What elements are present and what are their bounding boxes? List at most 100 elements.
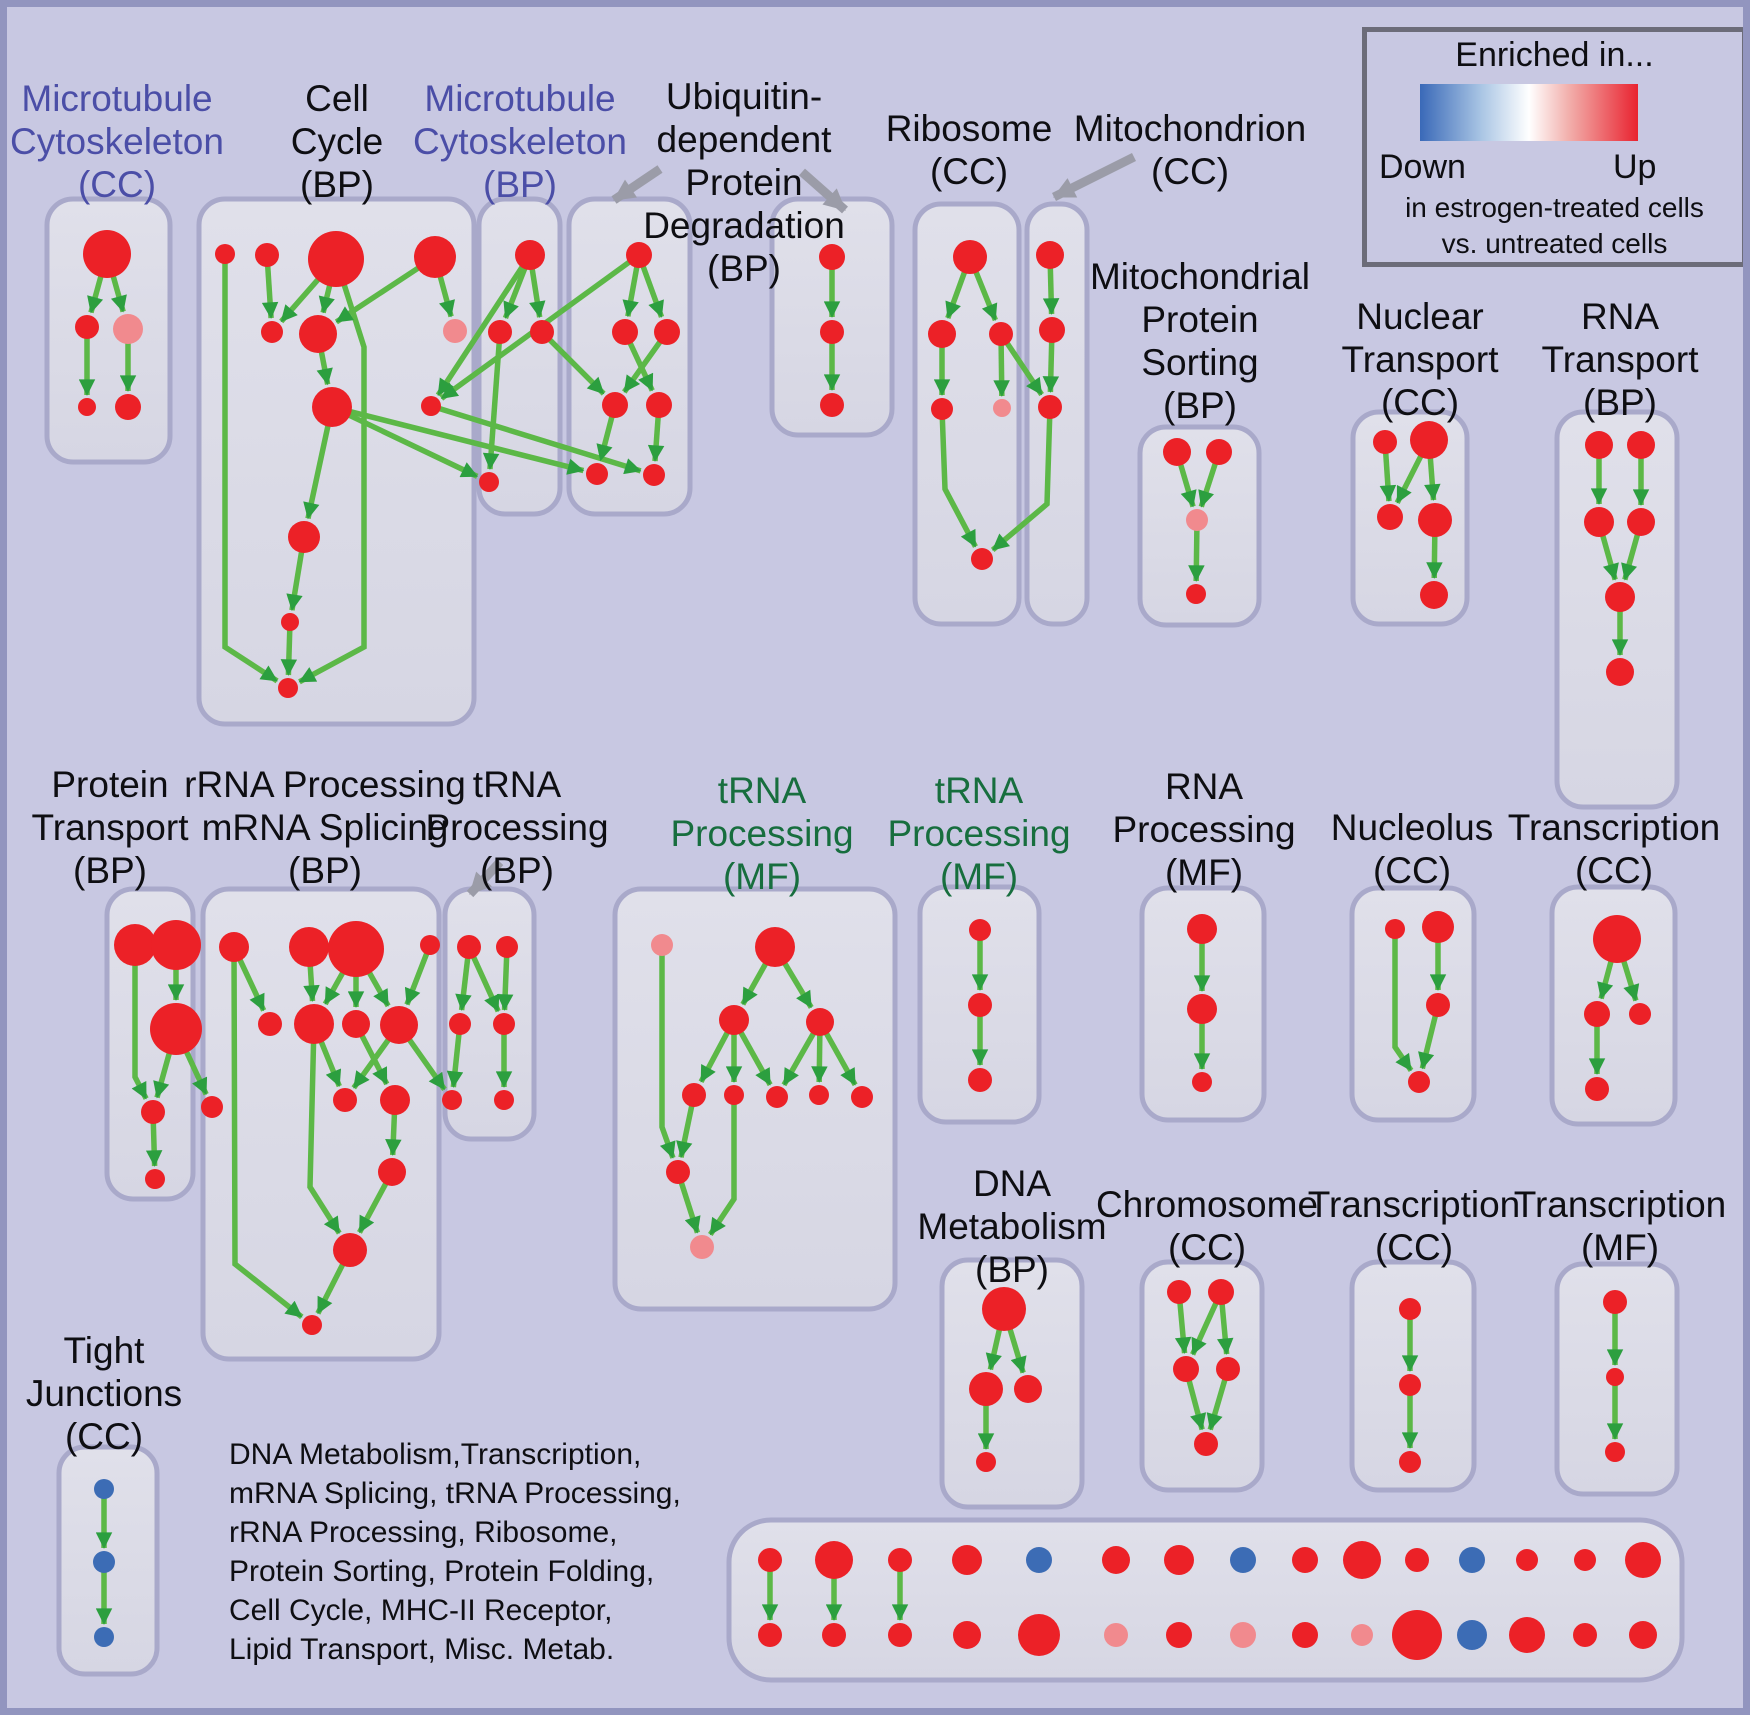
gene-node-nt2 xyxy=(1410,421,1448,459)
edge-s12-s13 xyxy=(315,1263,346,1315)
edge-t2-t4 xyxy=(496,956,514,1011)
edge-cc4-cc6 xyxy=(334,265,420,325)
gene-node-f3 xyxy=(1399,1451,1421,1473)
edge-e2-e3 xyxy=(1190,1301,1219,1356)
gene-node-cc1 xyxy=(215,244,235,264)
cluster-box-dna-metabolism xyxy=(939,1257,1085,1510)
gene-node-bb3 xyxy=(888,1623,912,1647)
gene-node-a5 xyxy=(115,394,141,420)
gene-node-bb6 xyxy=(1104,1623,1128,1647)
edge-g3-g5 xyxy=(698,1031,730,1084)
legend-down-label: Down xyxy=(1379,148,1466,186)
gene-node-cc8 xyxy=(288,521,320,553)
edge-s2-s6 xyxy=(303,965,320,1002)
legend-subtitle-1: in estrogen-treated cells xyxy=(1405,192,1704,223)
edge-ub1-ub2 xyxy=(622,266,640,318)
edge-e3-e5 xyxy=(1186,1379,1207,1431)
gene-node-s6 xyxy=(294,1004,334,1044)
gene-node-a2 xyxy=(75,315,99,339)
gene-node-v2 xyxy=(1187,994,1217,1024)
gene-node-g6 xyxy=(724,1085,744,1105)
gene-node-x2 xyxy=(1584,1001,1610,1027)
edge-p3-p4 xyxy=(1188,529,1205,582)
gene-node-bt6 xyxy=(1102,1546,1130,1574)
edge-cc7-mb4 xyxy=(347,412,479,479)
legend-up-label: Up xyxy=(1613,148,1657,186)
gene-node-t1 xyxy=(457,935,481,959)
gene-node-e1 xyxy=(1167,1280,1191,1304)
gene-node-pt1 xyxy=(114,924,156,966)
edge-mt1-mt2 xyxy=(1042,267,1060,315)
gene-node-w4 xyxy=(1408,1071,1430,1093)
gene-node-cc10 xyxy=(278,678,298,698)
edge-pt1-pt4 xyxy=(131,965,149,1100)
gene-node-mt1 xyxy=(1036,241,1064,269)
gene-node-g2 xyxy=(755,927,795,967)
gene-node-h1 xyxy=(969,919,991,941)
gene-node-h2 xyxy=(968,993,992,1017)
gene-node-p2 xyxy=(1206,439,1232,465)
edge-s3-s6 xyxy=(322,971,346,1006)
edge-s11-s12 xyxy=(357,1182,389,1234)
gene-node-nt1 xyxy=(1373,430,1397,454)
gene-node-pt2 xyxy=(151,920,201,970)
gene-node-w2 xyxy=(1422,911,1454,943)
gene-node-r6 xyxy=(971,548,993,570)
gene-node-bb4 xyxy=(953,1621,981,1649)
edge-mt3-r6 xyxy=(990,417,1053,553)
gene-node-ub6 xyxy=(586,463,608,485)
gene-node-bb14 xyxy=(1573,1623,1597,1647)
edge-g2-g3 xyxy=(740,962,769,1006)
edge-ub4-ub6 xyxy=(596,415,615,462)
edge-q4-q5 xyxy=(1621,533,1641,581)
gene-node-r4 xyxy=(931,398,953,420)
gene-node-s10 xyxy=(380,1085,410,1115)
gene-node-g4 xyxy=(806,1008,834,1036)
gene-node-q4 xyxy=(1627,508,1655,536)
gene-node-ub7 xyxy=(643,464,665,486)
gene-node-h3 xyxy=(968,1068,992,1092)
gene-node-j1 xyxy=(94,1479,114,1499)
gene-node-cc3 xyxy=(308,231,364,287)
gene-node-t3 xyxy=(449,1013,471,1035)
gene-node-t6 xyxy=(494,1090,514,1110)
edge-a1-a3 xyxy=(110,275,127,313)
gene-node-cc6 xyxy=(299,315,337,353)
edge-cc8-cc9 xyxy=(286,551,305,611)
edge-x1-x2 xyxy=(1597,960,1614,1000)
gene-node-f1 xyxy=(1399,1298,1421,1320)
gene-node-s9 xyxy=(333,1088,357,1112)
edge-cc9-cc10 xyxy=(280,629,298,676)
gene-node-d1 xyxy=(982,1287,1026,1331)
gene-node-ub3 xyxy=(654,319,680,345)
cluster-box-microtubule-bp xyxy=(476,196,563,517)
edge-cc3-cc5 xyxy=(279,277,321,324)
gene-node-bt4 xyxy=(952,1545,982,1575)
gene-node-p1 xyxy=(1163,438,1191,466)
gene-node-ub2 xyxy=(612,319,638,345)
edge-d1-d2 xyxy=(985,1328,1003,1371)
gene-node-uc3 xyxy=(820,393,844,417)
edge-t1-t4 xyxy=(471,955,501,1013)
edge-s1-s13 xyxy=(231,960,304,1320)
gene-node-cc12 xyxy=(421,396,441,416)
edge-mb2-mb4 xyxy=(482,342,502,470)
gene-node-g5 xyxy=(682,1083,706,1107)
edge-g5-g10 xyxy=(676,1105,695,1159)
gene-node-bt7 xyxy=(1164,1545,1194,1575)
gene-node-q6 xyxy=(1606,658,1634,686)
gene-node-k1 xyxy=(1603,1290,1627,1314)
gene-node-g8 xyxy=(809,1085,829,1105)
gene-node-mb2 xyxy=(488,320,512,344)
gene-node-pt5 xyxy=(145,1169,165,1189)
gene-node-g7 xyxy=(766,1086,788,1108)
gene-node-nt4 xyxy=(1418,503,1452,537)
gene-node-bb8 xyxy=(1230,1622,1256,1648)
gene-node-bt12 xyxy=(1459,1547,1485,1573)
edge-r3-mt3 xyxy=(1004,341,1044,397)
cluster-box-nucleolus xyxy=(1349,885,1477,1123)
network-figure xyxy=(44,152,1685,1683)
edge-q3-q5 xyxy=(1600,534,1619,581)
gene-node-bb12 xyxy=(1457,1620,1487,1650)
